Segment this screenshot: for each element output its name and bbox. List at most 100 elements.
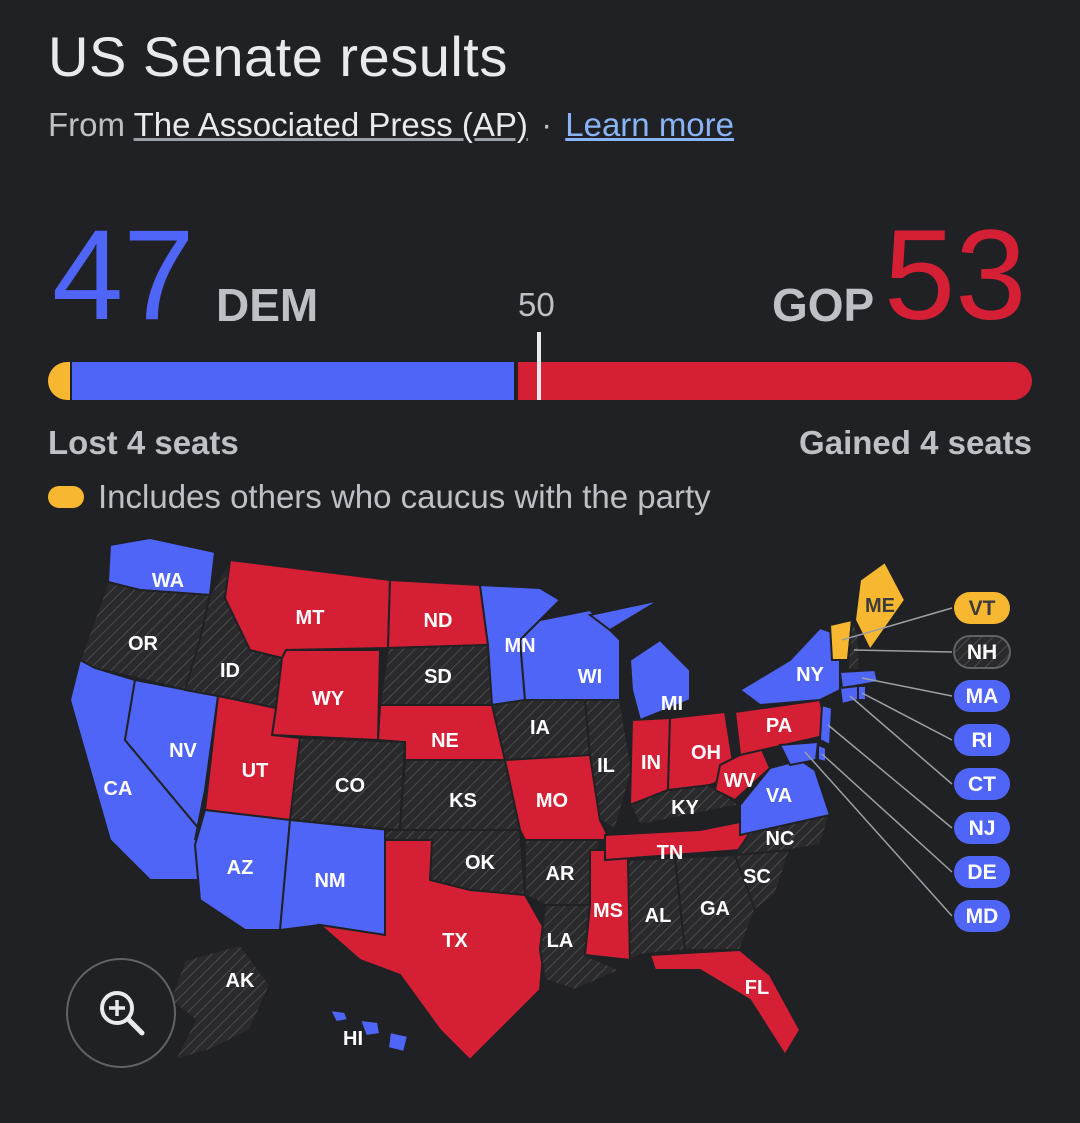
state-md[interactable] xyxy=(778,740,820,767)
state-label-mo: MO xyxy=(536,790,568,812)
state-label-mn: MN xyxy=(504,635,535,657)
state-label-wy: WY xyxy=(312,688,345,710)
state-nj[interactable] xyxy=(818,703,834,747)
chip-label-vt: VT xyxy=(969,597,996,620)
chip-de[interactable] xyxy=(954,856,1010,888)
leader-line-ct xyxy=(849,695,953,785)
chip-ma[interactable] xyxy=(954,680,1010,712)
state-label-il: IL xyxy=(597,755,615,777)
chip-vt[interactable] xyxy=(954,592,1010,624)
state-label-ne: NE xyxy=(431,730,459,752)
legend-text: Includes others who caucus with the part… xyxy=(98,478,711,515)
state-al[interactable] xyxy=(626,856,687,962)
chip-nj[interactable] xyxy=(954,812,1010,844)
chip-label-nj: NJ xyxy=(969,817,996,840)
source-prefix: From xyxy=(48,106,125,143)
state-ga[interactable] xyxy=(673,853,757,951)
gop-seat-change: Gained 4 seats xyxy=(799,424,1032,461)
leader-line-ma xyxy=(861,677,953,697)
state-label-ut: UT xyxy=(242,760,269,782)
source-separator: · xyxy=(541,106,553,143)
us-map[interactable]: WA OR CA NV ID MT WY UT AZ CO NM ND SD NE KS OK TX MN IA MO… xyxy=(0,520,1080,1080)
chip-label-ma: MA xyxy=(966,685,999,708)
state-ny[interactable] xyxy=(738,626,841,707)
chip-md[interactable] xyxy=(954,900,1010,932)
state-ak[interactable] xyxy=(168,943,272,1062)
state-label-nv: NV xyxy=(169,740,197,762)
state-label-pa: PA xyxy=(766,715,792,737)
state-fl[interactable] xyxy=(648,948,802,1057)
chip-label-ct: CT xyxy=(968,773,996,796)
seat-bar xyxy=(48,332,1032,400)
state-label-ar: AR xyxy=(546,863,575,885)
state-hi[interactable] xyxy=(328,1008,410,1054)
state-label-mi: MI xyxy=(661,693,683,715)
state-va[interactable] xyxy=(739,758,832,837)
state-label-wv: WV xyxy=(724,770,757,792)
gop-label: GOP xyxy=(772,279,875,331)
state-ma[interactable] xyxy=(838,668,880,690)
gop-segment xyxy=(518,362,1032,400)
learn-more-link[interactable]: Learn more xyxy=(565,106,735,143)
state-label-ms: MS xyxy=(593,900,623,922)
state-label-la: LA xyxy=(547,930,574,952)
state-label-ks: KS xyxy=(449,790,477,812)
state-label-tx: TX xyxy=(442,930,468,952)
page-title: US Senate results xyxy=(48,25,508,88)
state-label-ak: AK xyxy=(226,970,255,992)
state-label-ok: OK xyxy=(465,852,496,874)
state-label-co: CO xyxy=(335,775,365,797)
state-label-nd: ND xyxy=(424,610,453,632)
state-label-sc: SC xyxy=(743,866,771,888)
state-label-wa: WA xyxy=(152,570,184,592)
state-label-fl: FL xyxy=(745,977,769,999)
state-label-hi: HI xyxy=(343,1028,363,1050)
leader-line-nh xyxy=(853,649,953,653)
others-swatch xyxy=(48,486,84,508)
state-label-ny: NY xyxy=(796,664,824,686)
zoom-button[interactable] xyxy=(66,958,176,1068)
state-label-id: ID xyxy=(220,660,240,682)
state-nh[interactable] xyxy=(847,616,862,671)
state-label-wi: WI xyxy=(578,666,602,688)
zoom-in-icon xyxy=(100,991,145,1036)
state-label-az: AZ xyxy=(227,857,254,879)
state-label-ky: KY xyxy=(671,797,699,819)
state-label-al: AL xyxy=(645,905,672,927)
leader-line-vt xyxy=(841,607,953,641)
state-label-oh: OH xyxy=(691,742,721,764)
legend: Includes others who caucus with the part… xyxy=(48,478,711,516)
state-de[interactable] xyxy=(817,743,827,764)
source-line: From The Associated Press (AP) · Learn m… xyxy=(48,106,734,144)
gop-seat-count: 53 xyxy=(884,204,1027,347)
chip-label-ri: RI xyxy=(972,729,993,752)
dem-seat-count: 47 xyxy=(52,204,195,347)
state-label-va: VA xyxy=(766,785,792,807)
state-label-mt: MT xyxy=(296,607,325,629)
others-segment xyxy=(48,362,70,400)
leader-line-ri xyxy=(861,692,953,741)
chip-ri[interactable] xyxy=(954,724,1010,756)
dem-label: DEM xyxy=(216,279,319,331)
state-label-or: OR xyxy=(128,633,159,655)
source-link[interactable]: The Associated Press (AP) xyxy=(133,106,528,143)
state-label-ca: CA xyxy=(104,778,133,800)
chip-nh[interactable] xyxy=(953,635,1011,669)
dem-seat-change: Lost 4 seats xyxy=(48,424,239,461)
state-label-ga: GA xyxy=(700,898,730,920)
chip-label-nh: NH xyxy=(967,641,997,664)
dem-segment xyxy=(72,362,514,400)
state-me[interactable] xyxy=(853,560,907,652)
chip-label-md: MD xyxy=(966,905,999,928)
leader-line-de xyxy=(821,753,953,873)
state-label-ia: IA xyxy=(530,717,550,739)
majority-marker-label: 50 xyxy=(518,286,555,323)
majority-tick xyxy=(537,332,541,400)
state-label-nc: NC xyxy=(766,828,795,850)
state-label-tn: TN xyxy=(657,842,684,864)
leader-line-nj xyxy=(827,724,953,829)
state-il[interactable] xyxy=(583,699,634,832)
chip-ct[interactable] xyxy=(954,768,1010,800)
state-mi[interactable] xyxy=(587,599,691,722)
state-label-in: IN xyxy=(641,752,661,774)
